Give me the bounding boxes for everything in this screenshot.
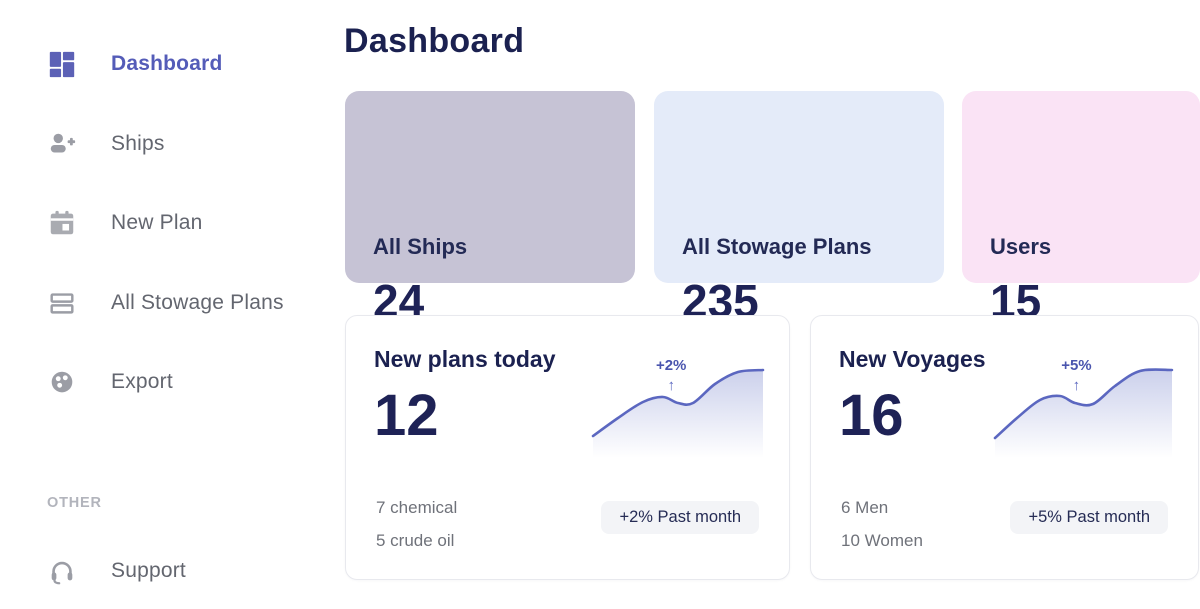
sidebar-item-support[interactable]: Support — [46, 553, 186, 589]
trend-up-arrow-icon: ↑ — [1072, 376, 1081, 394]
sidebar-item-new-plan[interactable]: New Plan — [46, 205, 202, 241]
sidebar-item-label: Ships — [111, 132, 165, 155]
chart-card-detail: 6 Men — [841, 498, 889, 517]
sidebar-item-label: Dashboard — [111, 52, 223, 75]
trend-annotation: +5% ↑ — [1041, 356, 1112, 395]
chart-card-detail: 7 chemical — [376, 498, 458, 517]
past-month-badge: +5% Past month — [1010, 501, 1168, 534]
chart-card-value: 16 — [839, 383, 904, 448]
sidebar: Dashboard Ships New Plan — [0, 0, 344, 609]
stat-card-all-ships: All Ships 24 — [345, 91, 635, 327]
sidebar-item-dashboard[interactable]: Dashboard — [46, 46, 223, 82]
sidebar-item-all-stowage-plans[interactable]: All Stowage Plans — [46, 285, 284, 321]
chart-card-value: 12 — [374, 383, 439, 448]
trend-percent-label: +2% — [655, 357, 687, 374]
sidebar-item-label: New Plan — [111, 211, 203, 234]
sidebar-item-label: Export — [111, 370, 173, 393]
sparkline-chart: +5% ↑ — [993, 356, 1174, 458]
sidebar-item-label: All Stowage Plans — [111, 291, 284, 314]
calendar-icon — [46, 207, 78, 239]
chart-card-title: New Voyages — [839, 346, 986, 372]
stat-card-label: All Ships — [373, 234, 468, 259]
chart-card-title: New plans today — [374, 346, 556, 372]
past-month-badge: +2% Past month — [601, 501, 759, 534]
chart-card-detail: 10 Women — [841, 531, 923, 550]
dashboard-grid-icon — [46, 48, 78, 80]
chart-card-new-voyages: New Voyages 16 +5% ↑ 6 Men 10 Women +5% … — [810, 315, 1199, 580]
stat-card-label: Users — [990, 234, 1052, 259]
trend-percent-label: +5% — [1061, 357, 1092, 374]
chart-card-detail: 5 crude oil — [376, 531, 455, 550]
trend-annotation: +2% ↑ — [637, 356, 705, 395]
sparkline-chart: +2% ↑ — [591, 356, 765, 458]
sidebar-item-label: Support — [111, 559, 186, 582]
person-add-icon — [46, 128, 78, 160]
page-title: Dashboard — [344, 22, 525, 60]
sidebar-section-other: OTHER — [47, 495, 102, 511]
trend-up-arrow-icon: ↑ — [667, 376, 675, 394]
chart-card-new-plans-today: New plans today 12 +2% ↑ 7 chemical 5 cr… — [345, 315, 790, 580]
stacked-rows-icon — [46, 287, 78, 319]
stat-card-label: All Stowage Plans — [682, 234, 872, 259]
stat-card-users: Users 15 — [962, 91, 1200, 327]
sidebar-item-export[interactable]: Export — [46, 364, 173, 400]
sidebar-item-ships[interactable]: Ships — [46, 126, 165, 162]
headset-icon — [46, 555, 78, 587]
stat-card-all-stowage-plans: All Stowage Plans 235 — [654, 91, 944, 327]
export-circle-icon — [46, 366, 78, 398]
